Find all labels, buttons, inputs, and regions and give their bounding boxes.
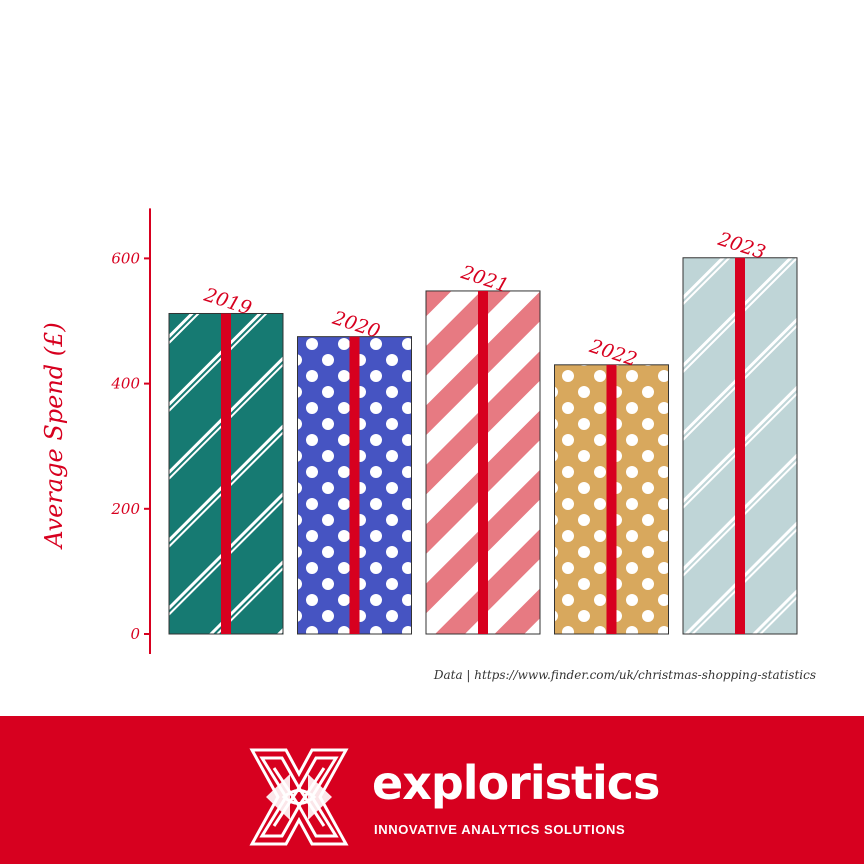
bar-2019 [168,312,284,635]
ribbon-2022 [606,364,617,634]
ribbon-2021 [478,290,488,634]
ribbon-2023 [735,257,745,634]
y-tick-label-400: 400 [110,375,140,393]
ribbon-2020 [349,336,360,634]
bars [168,257,798,635]
y-tick-label-0: 0 [130,625,140,643]
bar-2021 [425,290,541,635]
ribbon-2019 [221,313,231,634]
y-tick-label-600: 600 [111,249,140,267]
source-note: Data | https://www.finder.com/uk/christm… [433,668,816,682]
brand-name: exploristics [372,756,660,810]
bar-2023 [682,257,798,635]
exploristics-logo-icon [249,748,349,846]
footer-banner: exploristics INNOVATIVE ANALYTICS SOLUTI… [0,716,864,864]
y-axis: 0 200 400 600 [110,208,151,654]
y-tick-label-200: 200 [110,500,140,518]
bar-2022 [554,364,669,635]
chart-area: 0 200 400 600 2019 2020 2021 2022 2023 Average … [40,208,816,682]
y-axis-title: Average Spend (£) [40,322,68,550]
brand-tagline: INNOVATIVE ANALYTICS SOLUTIONS [374,822,626,837]
bar-2020 [297,336,412,635]
